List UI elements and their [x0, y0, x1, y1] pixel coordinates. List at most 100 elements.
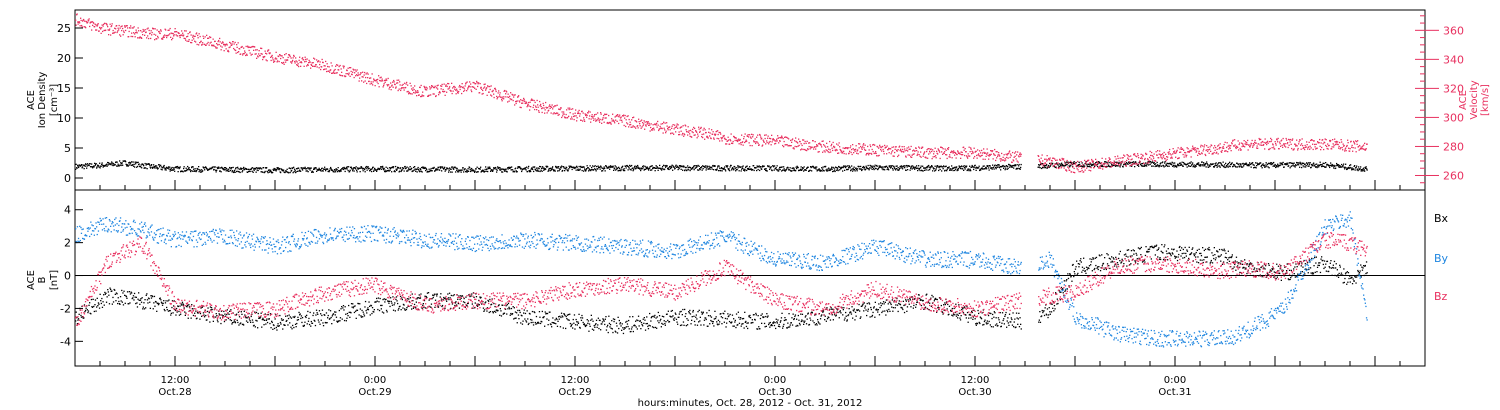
velocity-point: [900, 148, 902, 150]
density-point: [386, 170, 388, 172]
density-point: [1158, 166, 1160, 168]
density-point: [106, 163, 108, 165]
velocity-point: [1208, 152, 1210, 154]
velocity-point: [959, 153, 961, 155]
velocity-point: [1216, 148, 1218, 150]
density-point: [597, 165, 599, 167]
density-point: [92, 167, 94, 169]
density-point: [177, 165, 179, 168]
velocity-point: [1133, 154, 1135, 156]
density-point: [906, 164, 908, 167]
density-point: [602, 170, 604, 172]
velocity-point: [391, 84, 393, 86]
density-point: [322, 170, 324, 172]
density-point: [235, 167, 237, 169]
density-point: [752, 168, 754, 171]
density-point: [1248, 165, 1250, 167]
density-point: [1064, 165, 1066, 167]
velocity-point: [304, 56, 306, 58]
velocity-point: [806, 140, 808, 142]
velocity-point: [888, 152, 890, 154]
velocity-point: [227, 49, 229, 52]
density-point: [1082, 166, 1084, 168]
velocity-point: [429, 88, 431, 90]
density-point: [1090, 163, 1092, 166]
velocity-point: [1117, 157, 1119, 160]
density-point: [697, 169, 699, 171]
velocity-point: [637, 125, 639, 127]
velocity-point: [314, 58, 316, 60]
density-point: [581, 166, 583, 168]
velocity-point: [466, 81, 468, 83]
density-point: [1092, 163, 1094, 166]
density-point: [1217, 165, 1219, 167]
density-point: [1148, 164, 1150, 166]
velocity-point: [387, 85, 389, 87]
velocity-point: [647, 122, 649, 124]
velocity-point: [1141, 156, 1143, 158]
velocity-point: [1004, 157, 1006, 160]
density-point: [1231, 163, 1233, 165]
density-point: [442, 166, 444, 168]
velocity-point: [850, 151, 852, 154]
velocity-point: [855, 145, 857, 147]
velocity-point: [231, 43, 233, 45]
velocity-point: [546, 112, 548, 114]
velocity-point: [526, 102, 528, 104]
density-point: [547, 170, 549, 172]
velocity-point: [740, 143, 742, 146]
density-point: [473, 169, 475, 171]
density-point: [1248, 163, 1250, 166]
velocity-point: [1123, 154, 1125, 156]
density-point: [1086, 165, 1088, 167]
velocity-point: [918, 146, 920, 148]
density-point: [247, 168, 249, 170]
density-point: [149, 166, 151, 168]
density-point: [600, 165, 602, 167]
velocity-point: [107, 29, 109, 31]
density-point: [489, 166, 491, 168]
velocity-point: [382, 86, 384, 88]
density-point: [853, 166, 855, 168]
velocity-point: [808, 142, 810, 144]
density-point: [153, 164, 155, 166]
velocity-point: [1238, 143, 1240, 146]
density-point: [753, 169, 755, 172]
velocity-point: [349, 75, 351, 77]
density-point: [956, 169, 958, 172]
velocity-point: [566, 109, 568, 111]
velocity-point: [751, 133, 753, 135]
density-point: [1066, 161, 1068, 163]
velocity-point: [1017, 161, 1019, 163]
density-point: [1084, 165, 1086, 167]
velocity-point: [838, 152, 840, 154]
density-point: [728, 169, 730, 171]
density-point: [199, 169, 201, 171]
density-point: [919, 167, 921, 170]
velocity-point: [447, 82, 449, 85]
density-point: [539, 165, 541, 168]
density-point: [1038, 166, 1040, 168]
velocity-point: [370, 81, 372, 83]
velocity-point: [444, 90, 446, 93]
velocity-point: [431, 85, 433, 87]
velocity-point: [332, 72, 334, 74]
density-point: [940, 165, 942, 167]
velocity-point: [632, 117, 634, 119]
density-point: [176, 166, 178, 168]
density-point: [771, 169, 773, 172]
velocity-point: [137, 37, 139, 39]
density-point: [298, 167, 300, 169]
velocity-point: [1237, 146, 1239, 149]
density-point: [356, 171, 358, 173]
velocity-point: [481, 93, 483, 95]
velocity-point: [240, 53, 242, 55]
velocity-point: [386, 84, 388, 86]
velocity-point: [1226, 142, 1228, 144]
velocity-point: [420, 95, 422, 98]
velocity-point: [835, 150, 837, 152]
density-point: [576, 166, 578, 168]
density-point: [640, 167, 642, 169]
velocity-point: [1260, 138, 1262, 140]
velocity-point: [134, 36, 136, 38]
